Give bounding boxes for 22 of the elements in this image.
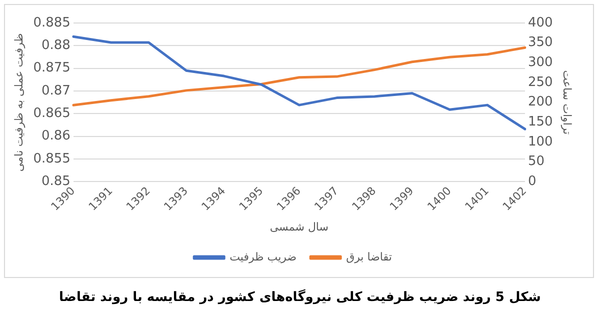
- y-tick-label: 0.86: [41, 128, 70, 144]
- y-tick-label: 0.87: [41, 83, 70, 98]
- y2-tick-label: 150: [528, 114, 553, 130]
- y2-tick-label: 250: [528, 74, 553, 90]
- y2-tick-label: 100: [528, 134, 553, 150]
- y-tick-label: 0.875: [33, 60, 70, 76]
- y-tick-label: 0.865: [33, 106, 70, 122]
- legend-label: تقاضا برق: [346, 250, 392, 264]
- y2-tick-label: 350: [528, 35, 553, 50]
- y2-axis-title: تراوات ساعت: [560, 70, 574, 135]
- y-axis-title: ظرفیت عملی به ظرفیت نامی: [12, 32, 26, 172]
- y2-tick-label: 400: [528, 15, 553, 30]
- y2-tick-label: 300: [528, 55, 553, 70]
- y-tick-label: 0.885: [33, 15, 70, 30]
- legend-label: ضریب ظرفیت: [230, 250, 297, 264]
- text: شکل 5 روند ضریب ظرفیت کلی نیروگاه‌های کشور در مقایسه با روند تقاضا: [58, 290, 542, 305]
- y-tick-label: 0.88: [41, 38, 70, 54]
- y2-tick-label: 200: [528, 94, 553, 110]
- y-tick-label: 0.855: [33, 151, 70, 166]
- x-axis-title: سال شمسی: [270, 220, 329, 234]
- y2-tick-label: 50: [528, 154, 545, 170]
- y2-tick-label: 0: [528, 174, 536, 190]
